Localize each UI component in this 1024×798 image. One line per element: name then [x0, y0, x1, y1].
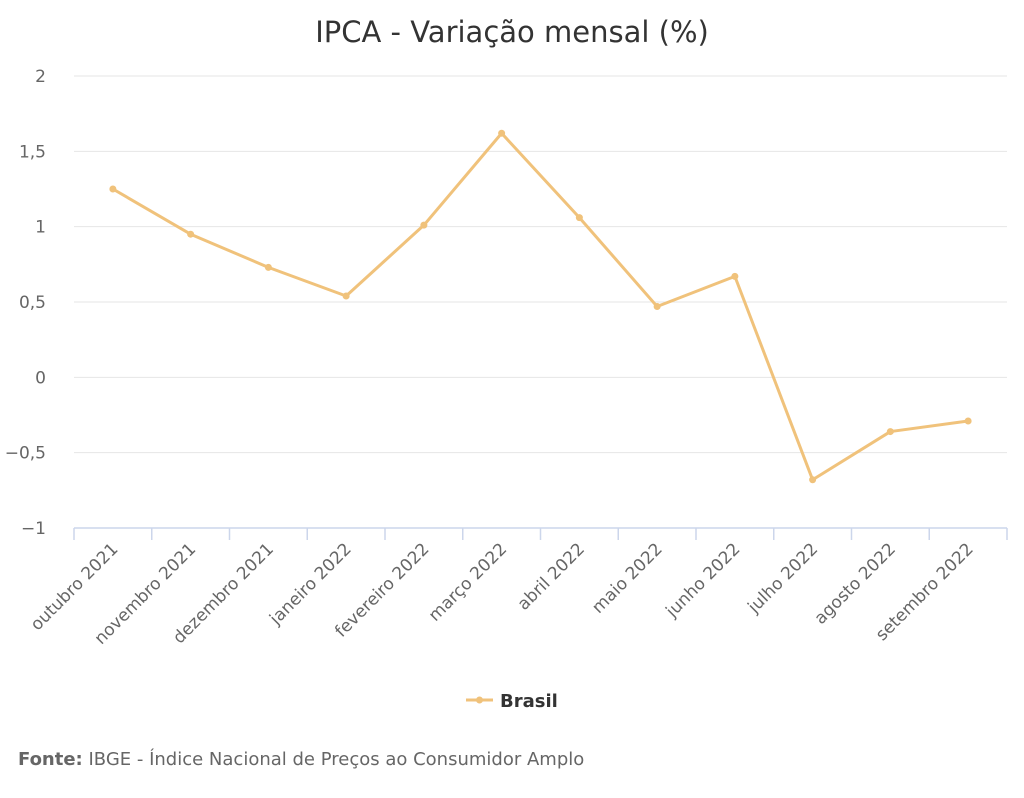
y-tick-label: 0,5	[19, 293, 46, 313]
series-line[interactable]	[111, 131, 970, 482]
data-point[interactable]	[575, 214, 583, 222]
x-tick-label: março 2022	[425, 539, 511, 625]
x-tick-label: maio 2022	[588, 539, 666, 617]
data-point[interactable]	[731, 272, 739, 280]
data-point[interactable]	[187, 230, 195, 238]
source-note: Fonte: IBGE - Índice Nacional de Preços …	[18, 749, 584, 770]
data-point[interactable]	[420, 221, 428, 229]
x-tick-label: julho 2022	[744, 539, 823, 618]
x-tick-label: abril 2022	[514, 539, 589, 614]
x-tick-label: junho 2022	[662, 539, 745, 622]
legend[interactable]: Brasil	[466, 691, 558, 712]
y-tick-label: 1	[35, 218, 46, 238]
data-point[interactable]	[342, 292, 350, 300]
line-chart: IPCA - Variação mensal (%) −1 −0,5 0 0,5 1 1,…	[5, 15, 1008, 712]
chart-title: IPCA - Variação mensal (%)	[315, 15, 709, 49]
data-point[interactable]	[809, 476, 817, 484]
y-tick-label: 0	[35, 368, 46, 388]
series-group	[109, 129, 972, 484]
grid-lines	[74, 75, 1007, 529]
legend-label: Brasil	[500, 691, 558, 712]
data-point[interactable]	[264, 263, 272, 271]
data-point[interactable]	[653, 303, 661, 311]
y-tick-label: 1,5	[19, 142, 46, 162]
data-point[interactable]	[109, 185, 117, 193]
legend-marker-icon	[476, 696, 483, 704]
source-label: Fonte:	[18, 749, 83, 770]
source-text: IBGE - Índice Nacional de Preços ao Cons…	[82, 749, 585, 770]
data-point[interactable]	[886, 428, 894, 436]
y-tick-label: −1	[21, 519, 46, 539]
y-tick-label: 2	[35, 67, 46, 87]
data-point[interactable]	[498, 129, 506, 137]
y-axis: −1 −0,5 0 0,5 1 1,5 2	[5, 67, 46, 539]
y-tick-label: −0,5	[5, 444, 46, 464]
data-point[interactable]	[964, 417, 972, 425]
